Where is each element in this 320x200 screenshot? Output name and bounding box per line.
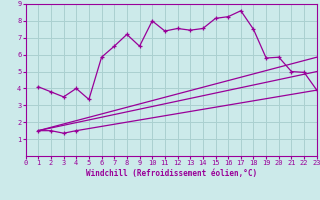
X-axis label: Windchill (Refroidissement éolien,°C): Windchill (Refroidissement éolien,°C)	[86, 169, 257, 178]
